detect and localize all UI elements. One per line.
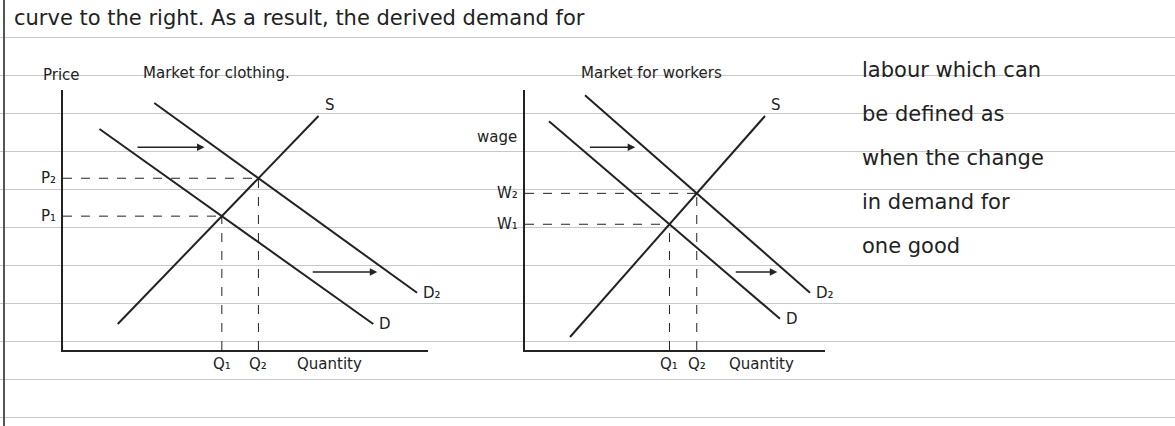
svg-text:Q₂: Q₂ xyxy=(249,355,267,373)
svg-text:P₁: P₁ xyxy=(41,207,56,225)
html-text:one good: one good xyxy=(862,234,961,258)
svg-text:D: D xyxy=(786,310,798,328)
svg-text:D₂: D₂ xyxy=(423,284,441,302)
svg-text:W₁: W₁ xyxy=(497,215,518,233)
html-text:curve to the right. As a resul: curve to the right. As a result, the der… xyxy=(14,6,585,30)
svg-text:wage: wage xyxy=(477,128,517,146)
svg-text:W₂: W₂ xyxy=(497,184,518,202)
svg-text:S: S xyxy=(771,96,781,114)
svg-text:Quantity: Quantity xyxy=(729,355,794,373)
svg-text:P₂: P₂ xyxy=(41,169,56,187)
svg-text:Price: Price xyxy=(43,66,80,84)
svg-text:Q₂: Q₂ xyxy=(688,355,706,373)
svg-text:Quantity: Quantity xyxy=(297,355,362,373)
svg-text:D: D xyxy=(379,315,391,333)
svg-text:Q₁: Q₁ xyxy=(213,355,231,373)
svg-text:Market for workers: Market for workers xyxy=(581,64,722,82)
svg-text:D₂: D₂ xyxy=(816,284,834,302)
svg-text:Market for clothing.: Market for clothing. xyxy=(143,64,290,82)
html-text:labour which can: labour which can xyxy=(862,58,1042,82)
html-text:in demand for: in demand for xyxy=(862,190,1010,214)
html-text:when the change: when the change xyxy=(862,146,1044,170)
svg-text:S: S xyxy=(325,96,335,114)
html-text:be defined as: be defined as xyxy=(862,102,1005,126)
svg-text:Q₁: Q₁ xyxy=(660,355,678,373)
